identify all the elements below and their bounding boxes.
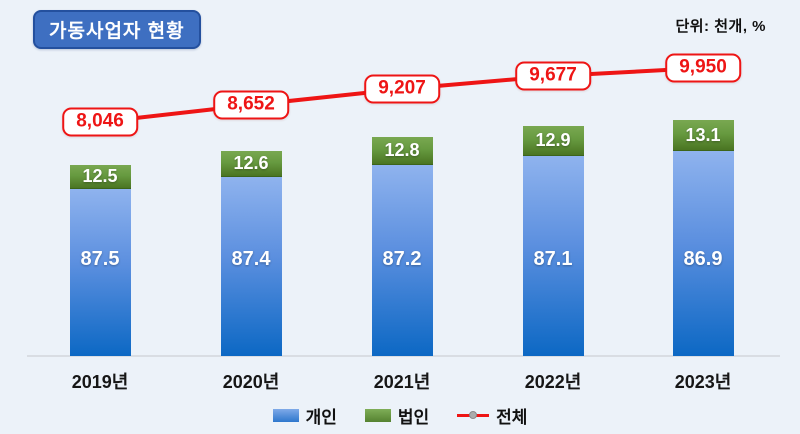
stacked-bar-2019년: 12.5 87.5 [69,165,131,356]
segment-corporate: 13.1 [672,120,734,151]
x-axis-label: 2019년 [71,372,129,392]
legend-label-total: 전체 [496,408,528,427]
legend-item-total: 전체 [457,403,527,428]
segment-value-label: 87.4 [231,248,271,270]
unit-note: 단위: 천개, % [675,18,766,35]
segment-value-label: 86.9 [683,248,723,270]
segment-value-label: 87.1 [533,248,573,270]
line-value-label: 8,046 [62,107,138,137]
x-axis-label: 2020년 [222,372,280,392]
legend-item-individual: 개인 [272,403,337,428]
legend-swatch-blue-icon [272,409,299,422]
segment-value-label: 12.5 [82,166,118,186]
segment-value-label: 87.5 [80,248,120,270]
stacked-bar-2023년: 13.1 86.9 [672,120,734,356]
stacked-bar-2020년: 12.6 87.4 [220,151,282,356]
line-value-label: 8,652 [213,90,289,120]
legend-line-marker-icon [457,409,490,422]
segment-corporate: 12.6 [220,151,282,177]
x-axis-label: 2022년 [524,372,582,392]
legend-item-corporate: 법인 [364,403,430,428]
segment-individual: 87.2 [371,165,433,356]
legend: 개인 법인 전체 [0,403,800,428]
segment-corporate: 12.8 [371,137,433,165]
page-title: 가동사업자 현황 [33,10,201,49]
segment-value-label: 13.1 [685,124,721,145]
segment-value-label: 87.2 [382,248,422,270]
line-value-label: 9,207 [364,74,440,104]
x-axis-label: 2021년 [373,372,431,392]
line-value-label: 9,950 [665,53,741,83]
legend-swatch-green-icon [364,409,391,422]
legend-label-individual: 개인 [305,408,337,427]
segment-value-label: 12.9 [535,130,571,150]
segment-corporate: 12.9 [522,126,584,156]
stacked-bar-2022년: 12.9 87.1 [522,126,584,356]
segment-value-label: 12.6 [233,153,269,173]
segment-individual: 86.9 [672,151,734,356]
x-axis-label: 2023년 [674,372,732,392]
segment-value-label: 12.8 [384,140,420,160]
line-value-label: 9,677 [515,61,591,91]
segment-individual: 87.5 [69,189,131,356]
stacked-bar-2021년: 12.8 87.2 [371,137,433,356]
x-axis-line [27,355,780,357]
segment-individual: 87.1 [522,156,584,356]
segment-individual: 87.4 [220,177,282,356]
legend-label-corporate: 법인 [397,408,430,427]
segment-corporate: 12.5 [69,165,131,189]
